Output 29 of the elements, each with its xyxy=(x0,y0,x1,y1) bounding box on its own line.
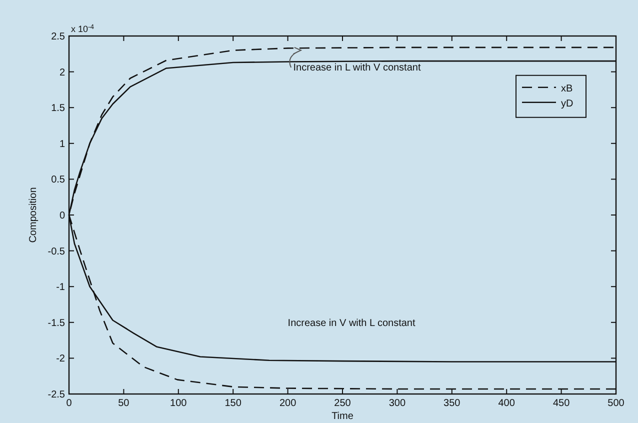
x-tick-label: 50 xyxy=(118,398,130,409)
y-tick-label: 2.5 xyxy=(51,32,66,42)
x-tick-label: 150 xyxy=(224,398,242,409)
y-axis-title: Composition xyxy=(28,187,39,243)
x-tick-label: 500 xyxy=(608,398,625,409)
y-tick-label: 0.5 xyxy=(51,174,66,186)
y-tick-label: 1 xyxy=(59,138,66,150)
x-tick-label: 400 xyxy=(498,398,516,409)
y-tick-label: -1 xyxy=(56,282,66,294)
x-axis-title: Time xyxy=(332,411,354,422)
legend-label: xB xyxy=(561,83,573,94)
y-tick-label: -1.5 xyxy=(48,318,66,329)
x-tick-label: 250 xyxy=(334,398,352,409)
y-tick-label: -2 xyxy=(56,354,66,365)
y-tick-label: 2 xyxy=(59,67,66,78)
annotation: Increase in L with V constant xyxy=(293,62,421,74)
y-tick-label: 0 xyxy=(59,210,66,222)
x-tick-label: 200 xyxy=(279,398,297,409)
y-tick-label: 1.5 xyxy=(51,103,66,114)
text: x 10$^{-4}$ xyxy=(71,24,94,34)
x-tick-label: 0 xyxy=(66,398,72,409)
x-tick-label: 450 xyxy=(552,398,570,409)
x-tick-label: 350 xyxy=(444,398,461,409)
legend-label: yD xyxy=(561,98,574,110)
annotation: Increase in V with L constant xyxy=(288,318,416,329)
x-tick-label: 100 xyxy=(170,398,188,409)
x-tick-label: 300 xyxy=(388,398,406,409)
y-tick-label: -2.5 xyxy=(48,390,66,400)
y-tick-label: -0.5 xyxy=(48,246,66,258)
